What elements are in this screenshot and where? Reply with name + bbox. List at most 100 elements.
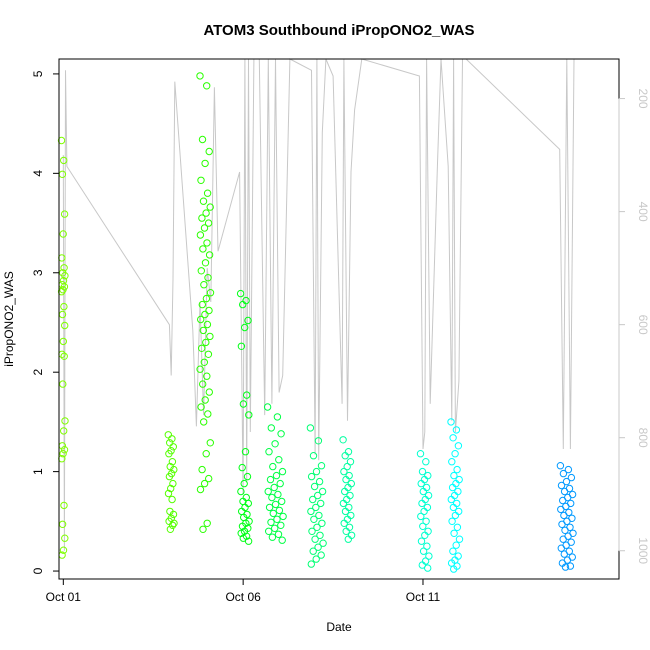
data-point [271, 440, 279, 448]
data-point [559, 469, 568, 478]
data-point [453, 499, 461, 508]
data-point [312, 555, 320, 563]
data-point [558, 520, 566, 528]
data-point [423, 503, 432, 512]
data-point [342, 527, 350, 535]
data-point [267, 424, 275, 432]
data-point [453, 523, 462, 531]
data-point [60, 156, 68, 165]
scatter-points [57, 72, 577, 573]
data-point [205, 306, 213, 315]
data-point [61, 534, 69, 542]
data-point [346, 458, 355, 466]
data-point [206, 332, 214, 341]
data-point [266, 475, 275, 484]
data-point [344, 535, 352, 543]
data-point [198, 300, 207, 309]
data-point [199, 245, 207, 253]
data-point [170, 465, 178, 474]
data-point [197, 267, 206, 275]
data-point [244, 316, 252, 325]
data-point [448, 458, 456, 466]
data-point [451, 450, 459, 458]
data-point [168, 495, 176, 504]
data-point [278, 467, 287, 476]
data-point [425, 552, 433, 560]
data-point [269, 509, 277, 518]
data-point [243, 472, 252, 481]
data-point [272, 471, 281, 480]
data-point [277, 430, 285, 438]
y-tick-label: 2 [31, 369, 45, 376]
data-point [240, 479, 248, 488]
data-point [278, 536, 286, 544]
data-point [339, 436, 347, 444]
data-point [559, 496, 567, 505]
data-point [557, 481, 566, 490]
data-point [241, 503, 249, 512]
data-point [420, 475, 429, 484]
data-point [561, 563, 570, 571]
data-point [167, 484, 175, 493]
data-point [197, 176, 205, 185]
data-point [312, 503, 320, 512]
data-point [200, 224, 209, 232]
data-point [342, 475, 350, 484]
data-point [424, 527, 432, 535]
data-point [198, 135, 207, 144]
data-point [199, 380, 207, 388]
y-axis: 0 1 2 3 4 5 [31, 70, 60, 574]
data-point [199, 326, 208, 335]
data-point [196, 72, 204, 80]
data-point [200, 281, 208, 289]
data-point [344, 448, 353, 456]
data-point [450, 471, 458, 480]
data-point [169, 443, 178, 451]
data-point [310, 482, 319, 491]
data-point [419, 547, 428, 555]
data-point [318, 487, 327, 496]
data-point [346, 491, 354, 500]
data-point [202, 209, 210, 217]
data-point [423, 542, 431, 550]
data-point [448, 483, 457, 492]
data-point [449, 503, 458, 512]
data-point [61, 272, 69, 280]
data-point [60, 210, 69, 218]
right-tick-label: 1000 [636, 537, 650, 564]
data-point [311, 535, 319, 543]
data-point [169, 510, 178, 519]
data-point [196, 485, 205, 494]
y-tick-label: 4 [31, 170, 45, 177]
data-point [560, 511, 568, 520]
data-point [449, 547, 457, 555]
data-point [273, 515, 281, 523]
data-point [274, 530, 283, 538]
data-point [241, 448, 250, 456]
data-point [200, 358, 209, 366]
data-point [197, 403, 205, 411]
data-point [422, 517, 430, 525]
data-point [417, 512, 425, 521]
data-point [269, 462, 277, 471]
data-point [206, 203, 214, 211]
x-tick-label: Oct 01 [46, 590, 82, 604]
data-point [203, 239, 211, 247]
data-point [274, 490, 282, 499]
data-point [268, 533, 277, 541]
data-point [244, 537, 253, 545]
data-point [59, 286, 67, 294]
data-point [204, 274, 212, 282]
data-point [265, 448, 273, 456]
data-point [236, 289, 245, 298]
data-point [61, 417, 69, 425]
data-point [165, 472, 174, 481]
data-point [310, 515, 318, 523]
plot-box [58, 58, 620, 580]
data-point [60, 446, 69, 454]
data-point [165, 450, 173, 458]
data-point [205, 251, 214, 259]
data-point [314, 437, 323, 445]
data-point [341, 487, 349, 496]
